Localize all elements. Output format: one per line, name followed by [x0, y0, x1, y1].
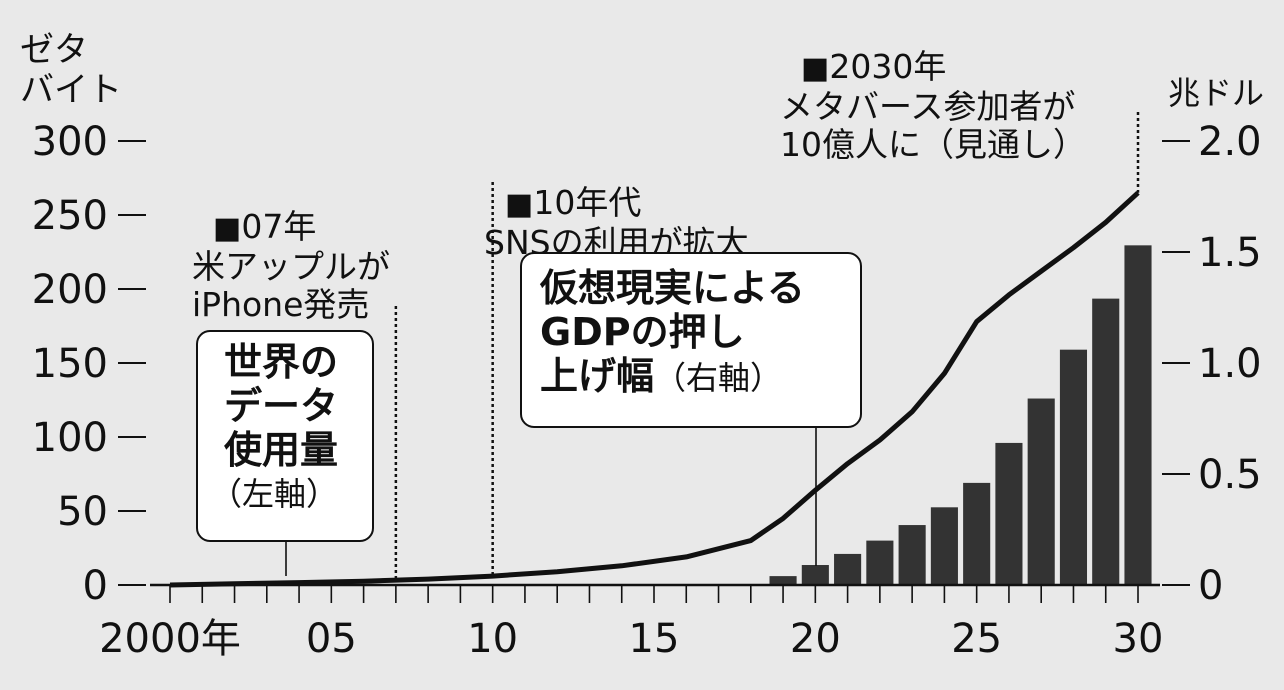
left-tick-label: 250 [32, 193, 108, 239]
annotation-2030: ■2030年 メタバース参加者が 10億人に（見通し） [780, 10, 1086, 164]
annotation-text: 07年 米アップルが iPhone発売 [192, 207, 390, 324]
left-tick-label: 150 [32, 341, 108, 387]
bar [995, 442, 1023, 585]
right-tick-label: 0 [1198, 563, 1223, 609]
callout-axis-note: （左軸） [210, 475, 339, 513]
bar [1027, 398, 1055, 585]
bar [801, 565, 829, 585]
left-tick-label: 300 [32, 119, 108, 165]
annotation-2007: ■07年 米アップルが iPhone発売 [192, 170, 390, 324]
data-usage-line [169, 190, 1140, 588]
annotation-marker: ■ [212, 211, 242, 246]
x-tick-label: 2000年 [99, 616, 241, 662]
bar [769, 576, 797, 585]
left-tick-label: 100 [32, 415, 108, 461]
left-axis-unit: ゼタ バイト [20, 30, 122, 110]
bar-series [769, 245, 1152, 585]
right-axis-unit: 兆ドル [1168, 74, 1265, 112]
callout-title: 世界の データ 使用量 [224, 340, 339, 472]
bar [1059, 349, 1088, 585]
right-tick-label: 2.0 [1198, 119, 1262, 165]
x-tick-label: 15 [629, 616, 680, 662]
annotation-marker: ■ [800, 51, 830, 86]
annotation-marker: ■ [504, 187, 534, 222]
left-tick-label: 50 [57, 489, 108, 535]
annotation-text: 2030年 メタバース参加者が 10億人に（見通し） [780, 47, 1086, 164]
right-tick-label: 1.0 [1198, 341, 1262, 387]
bar [963, 482, 991, 585]
bar [1092, 298, 1120, 585]
line-series-callout: 世界の データ 使用量 （左軸） [196, 330, 374, 542]
annotation-guides [285, 112, 1140, 581]
right-tick-label: 0.5 [1198, 452, 1262, 498]
callout-title: 仮想現実による GDPの押し 上げ幅（右軸） [540, 266, 805, 398]
axes [118, 140, 1190, 603]
bar [866, 540, 894, 585]
bar [898, 525, 926, 585]
x-tick-label: 25 [951, 616, 1002, 662]
x-tick-label: 20 [790, 616, 841, 662]
right-tick-label: 1.5 [1198, 230, 1262, 276]
bar [1124, 245, 1152, 585]
annotation-2010: ■10年代 SNSの利用が拡大 [484, 146, 749, 262]
left-tick-label: 200 [32, 267, 108, 313]
bar [834, 553, 862, 585]
tick-labels: 2000年 05 10 15 20 25 3005010015020025030000.51… [32, 119, 1262, 662]
bar [930, 507, 958, 585]
x-tick-label: 10 [467, 616, 518, 662]
left-tick-label: 0 [83, 563, 108, 609]
x-tick-label: 30 [1113, 616, 1164, 662]
bar-series-callout: 仮想現実による GDPの押し 上げ幅（右軸） [520, 252, 862, 428]
x-tick-label: 05 [306, 616, 357, 662]
